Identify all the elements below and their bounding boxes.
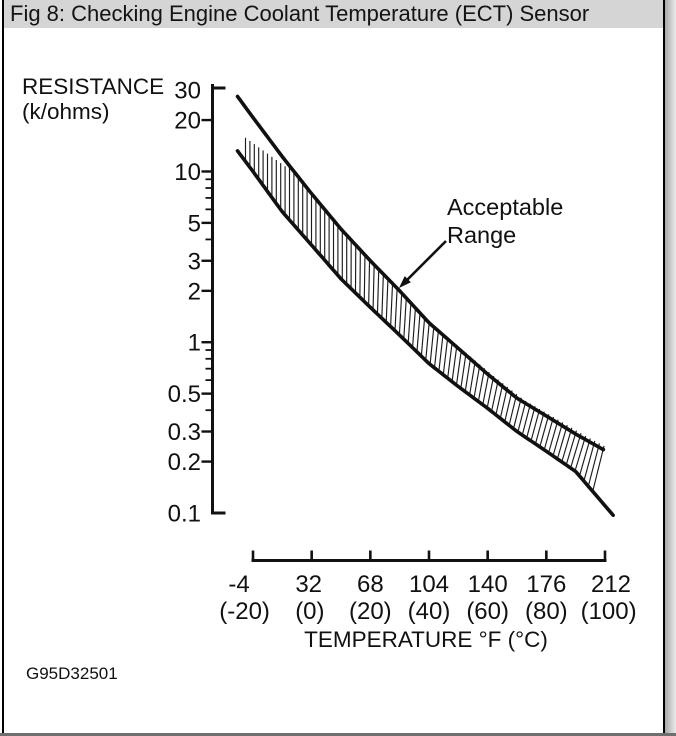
hatch-line bbox=[482, 372, 490, 404]
hatch-line bbox=[434, 329, 440, 367]
hatch-line bbox=[530, 408, 541, 440]
x-tick-label-f: 104 bbox=[409, 571, 449, 598]
hatch-line bbox=[574, 435, 587, 470]
hatch-line bbox=[539, 414, 550, 446]
hatch-line bbox=[486, 375, 495, 407]
y-axis-title: RESISTANCE (k/ohms) bbox=[22, 74, 164, 124]
frame-shadow-right bbox=[665, 0, 676, 736]
hatch-line bbox=[500, 386, 509, 417]
hatch-line bbox=[460, 352, 467, 387]
hatch-line bbox=[381, 274, 384, 317]
hatch-line bbox=[456, 348, 463, 384]
hatch-line bbox=[447, 341, 453, 377]
hatch-line bbox=[557, 424, 568, 458]
hatch-line bbox=[438, 333, 444, 370]
hatch-line bbox=[394, 288, 398, 329]
hatch-line bbox=[566, 430, 578, 464]
hatch-line bbox=[535, 411, 545, 443]
hatch-line bbox=[464, 356, 472, 390]
frame-border-bottom bbox=[0, 733, 676, 736]
y-tick-label: 30 bbox=[174, 78, 201, 105]
hatch-line bbox=[442, 337, 449, 374]
y-tick-label: 0.1 bbox=[168, 500, 201, 527]
x-tick-label-c: (0) bbox=[295, 598, 324, 625]
hatch-line bbox=[420, 316, 426, 355]
hatch-line bbox=[363, 256, 366, 300]
hatch-line bbox=[522, 403, 532, 434]
hatch-line bbox=[429, 325, 435, 363]
x-tick-label-f: 32 bbox=[295, 571, 322, 598]
hatch-line bbox=[407, 302, 412, 342]
x-axis-title: TEMPERATURE °F (°C) bbox=[304, 627, 548, 652]
hatch-line bbox=[495, 383, 504, 414]
figure-code: G95D32501 bbox=[26, 664, 118, 683]
hatch-line bbox=[544, 416, 555, 449]
frame-border-right bbox=[663, 0, 665, 736]
acceptable-range-label: Acceptable Range bbox=[447, 193, 563, 249]
hatch-line bbox=[513, 397, 522, 428]
x-tick-label-f: 212 bbox=[591, 571, 631, 598]
hatch-line bbox=[491, 379, 499, 410]
y-tick-label: 0.5 bbox=[168, 381, 201, 408]
hatch-line bbox=[469, 360, 476, 394]
hatch-line bbox=[412, 306, 417, 346]
x-tick-label-c: (100) bbox=[581, 598, 637, 625]
hatch-line bbox=[478, 368, 486, 400]
frame-border-left bbox=[2, 0, 4, 736]
hatch-line bbox=[548, 419, 559, 452]
upper-limit-curve bbox=[235, 94, 606, 452]
hatch-line bbox=[592, 445, 605, 490]
x-tick-label-c: (-20) bbox=[219, 598, 270, 625]
acceptable-range-label-line2: Range bbox=[447, 222, 517, 248]
x-tick-label-c: (60) bbox=[466, 598, 509, 625]
hatch-line bbox=[473, 364, 481, 397]
annotation-arrowhead bbox=[399, 276, 411, 288]
x-tick-label-f: 176 bbox=[526, 571, 566, 598]
hatch-line bbox=[385, 279, 389, 321]
x-tick-label-f: -4 bbox=[228, 571, 249, 598]
figure-title-bar: Fig 8: Checking Engine Coolant Temperatu… bbox=[4, 0, 663, 28]
y-tick-label: 5 bbox=[188, 210, 201, 237]
y-tick-label: 10 bbox=[174, 159, 201, 186]
y-axis-title-line2: (k/ohms) bbox=[22, 99, 110, 124]
x-tick-label-f: 68 bbox=[357, 571, 384, 598]
x-tick-label-c: (40) bbox=[408, 598, 451, 625]
y-axis-title-line1: RESISTANCE bbox=[22, 74, 165, 99]
y-tick-label: 20 bbox=[174, 108, 201, 135]
hatch-line bbox=[390, 283, 394, 325]
hatch-line bbox=[376, 270, 380, 313]
y-tick-label: 0.3 bbox=[168, 419, 201, 446]
hatch-line bbox=[398, 292, 403, 334]
hatch-line bbox=[552, 422, 564, 455]
hatch-line bbox=[570, 433, 582, 467]
hatch-line bbox=[526, 406, 536, 437]
y-tick-label: 1 bbox=[188, 330, 201, 357]
acceptable-range-label-line1: Acceptable bbox=[447, 194, 564, 220]
x-tick-label-f: 140 bbox=[468, 571, 508, 598]
hatch-line bbox=[425, 321, 430, 359]
lower-limit-curve bbox=[235, 149, 615, 518]
hatch-line bbox=[372, 265, 375, 309]
hatch-line bbox=[517, 400, 527, 431]
hatch-line bbox=[579, 438, 591, 475]
x-tick-label-c: (80) bbox=[525, 598, 568, 625]
hatch-line bbox=[583, 440, 596, 480]
y-tick-label: 3 bbox=[188, 248, 201, 275]
hatch-line bbox=[416, 311, 421, 351]
x-tick-label-c: (20) bbox=[349, 598, 392, 625]
hatch-line bbox=[561, 427, 573, 461]
hatch-line bbox=[368, 260, 371, 304]
annotation-arrow-shaft bbox=[404, 240, 447, 283]
hatch-line bbox=[588, 443, 600, 485]
y-tick-label: 0.2 bbox=[168, 449, 201, 476]
figure-title: Fig 8: Checking Engine Coolant Temperatu… bbox=[10, 1, 590, 26]
hatch-line bbox=[451, 345, 458, 380]
hatch-line bbox=[403, 297, 407, 338]
y-tick-label: 2 bbox=[188, 278, 201, 305]
